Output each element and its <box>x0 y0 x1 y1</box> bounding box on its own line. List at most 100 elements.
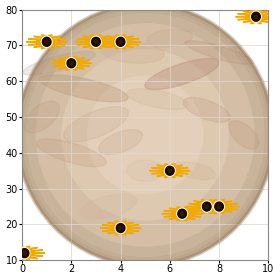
Ellipse shape <box>94 40 98 44</box>
Ellipse shape <box>120 223 122 225</box>
Ellipse shape <box>115 227 117 229</box>
Ellipse shape <box>243 18 263 22</box>
Ellipse shape <box>216 200 224 204</box>
Ellipse shape <box>173 168 175 170</box>
Ellipse shape <box>220 210 222 212</box>
Ellipse shape <box>66 61 68 63</box>
Ellipse shape <box>113 36 134 40</box>
Ellipse shape <box>117 45 119 47</box>
Ellipse shape <box>123 44 125 46</box>
Ellipse shape <box>222 207 224 209</box>
Ellipse shape <box>43 45 45 47</box>
Ellipse shape <box>202 207 204 209</box>
Ellipse shape <box>115 44 124 49</box>
Ellipse shape <box>127 89 188 109</box>
Ellipse shape <box>120 232 122 234</box>
Ellipse shape <box>196 207 225 210</box>
Ellipse shape <box>216 202 218 204</box>
Ellipse shape <box>99 42 101 44</box>
Ellipse shape <box>209 207 237 210</box>
Ellipse shape <box>205 210 207 212</box>
Ellipse shape <box>199 206 231 207</box>
Ellipse shape <box>217 210 219 212</box>
Ellipse shape <box>110 229 139 231</box>
Ellipse shape <box>102 229 131 231</box>
Ellipse shape <box>185 216 186 218</box>
Ellipse shape <box>115 41 117 43</box>
Ellipse shape <box>64 58 84 61</box>
Ellipse shape <box>164 211 193 213</box>
Ellipse shape <box>254 11 256 13</box>
Ellipse shape <box>64 65 84 69</box>
Ellipse shape <box>85 39 115 41</box>
Ellipse shape <box>180 208 182 210</box>
Ellipse shape <box>67 59 76 68</box>
Ellipse shape <box>257 20 259 22</box>
Ellipse shape <box>41 41 43 43</box>
Ellipse shape <box>50 42 52 44</box>
Ellipse shape <box>253 10 261 14</box>
Ellipse shape <box>188 207 217 210</box>
Ellipse shape <box>249 18 269 22</box>
Ellipse shape <box>96 45 98 47</box>
Ellipse shape <box>102 42 164 63</box>
Ellipse shape <box>260 16 262 18</box>
Ellipse shape <box>39 44 60 47</box>
Ellipse shape <box>14 254 43 256</box>
Ellipse shape <box>90 41 92 43</box>
Ellipse shape <box>21 248 23 250</box>
Ellipse shape <box>202 202 211 211</box>
Ellipse shape <box>69 61 73 65</box>
Ellipse shape <box>41 42 43 44</box>
Ellipse shape <box>35 41 67 42</box>
Ellipse shape <box>199 208 220 212</box>
Ellipse shape <box>36 24 254 246</box>
Ellipse shape <box>26 256 28 258</box>
Ellipse shape <box>259 17 261 19</box>
Ellipse shape <box>108 223 128 226</box>
Ellipse shape <box>98 44 100 46</box>
Ellipse shape <box>23 248 25 249</box>
Ellipse shape <box>45 36 47 38</box>
Ellipse shape <box>178 216 180 218</box>
Ellipse shape <box>167 166 169 168</box>
Ellipse shape <box>175 208 195 212</box>
Ellipse shape <box>94 45 96 47</box>
Ellipse shape <box>185 214 187 216</box>
Ellipse shape <box>59 65 79 69</box>
Ellipse shape <box>175 216 195 219</box>
Ellipse shape <box>246 18 274 20</box>
Ellipse shape <box>92 44 94 46</box>
Ellipse shape <box>88 36 109 40</box>
Ellipse shape <box>251 17 253 19</box>
Ellipse shape <box>202 209 204 211</box>
Ellipse shape <box>180 217 182 219</box>
Ellipse shape <box>215 209 217 211</box>
Ellipse shape <box>214 206 216 207</box>
Ellipse shape <box>74 61 76 63</box>
Ellipse shape <box>220 202 222 204</box>
Ellipse shape <box>20 249 22 251</box>
Ellipse shape <box>117 231 119 233</box>
Ellipse shape <box>173 171 175 173</box>
Ellipse shape <box>204 210 206 212</box>
Ellipse shape <box>120 45 122 47</box>
Ellipse shape <box>34 44 54 47</box>
Ellipse shape <box>122 223 124 225</box>
Ellipse shape <box>71 67 73 69</box>
Ellipse shape <box>221 209 223 211</box>
Ellipse shape <box>36 139 106 167</box>
Ellipse shape <box>116 38 118 40</box>
Ellipse shape <box>165 173 173 178</box>
Ellipse shape <box>183 217 185 219</box>
Ellipse shape <box>23 251 26 255</box>
Ellipse shape <box>124 229 126 231</box>
Ellipse shape <box>185 210 186 212</box>
Ellipse shape <box>61 64 90 66</box>
Ellipse shape <box>251 10 259 14</box>
Ellipse shape <box>21 255 30 260</box>
Ellipse shape <box>117 35 126 39</box>
Ellipse shape <box>123 224 125 226</box>
Ellipse shape <box>21 256 23 258</box>
Ellipse shape <box>157 165 177 169</box>
